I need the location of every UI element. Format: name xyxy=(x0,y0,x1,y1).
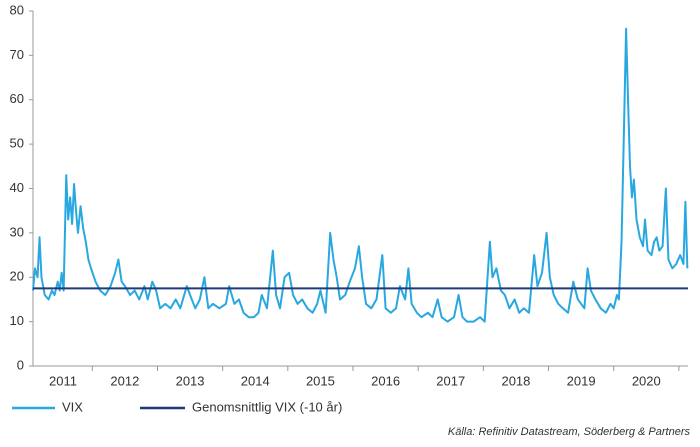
y-tick-label: 40 xyxy=(10,180,24,195)
x-tick-label: 2019 xyxy=(567,373,596,388)
y-tick-label: 30 xyxy=(10,224,24,239)
x-tick-label: 2020 xyxy=(632,373,661,388)
x-tick-label: 2011 xyxy=(49,373,77,388)
line-series xyxy=(32,27,689,323)
x-tick-label: 2018 xyxy=(501,373,530,388)
y-tick-label: 20 xyxy=(10,269,24,284)
source-note: Källa: Refinitiv Datastream, Söderberg &… xyxy=(448,426,691,438)
x-tick-label: 2015 xyxy=(306,373,335,388)
y-tick-label: 80 xyxy=(10,2,24,17)
x-tick-label: 2012 xyxy=(110,373,139,388)
x-tick-label: 2014 xyxy=(241,373,270,388)
y-tick-label: 10 xyxy=(10,313,24,328)
legend-label: Genomsnittlig VIX (-10 år) xyxy=(192,399,342,414)
x-tick-label: 2016 xyxy=(371,373,400,388)
y-tick-label: 70 xyxy=(10,47,24,62)
y-tick-label: 0 xyxy=(17,357,24,372)
y-tick-label: 60 xyxy=(10,91,24,106)
y-tick-label: 50 xyxy=(10,136,24,151)
legend-label: VIX xyxy=(62,399,83,414)
x-tick-label: 2017 xyxy=(436,373,465,388)
x-tick-label: 2013 xyxy=(176,373,205,388)
